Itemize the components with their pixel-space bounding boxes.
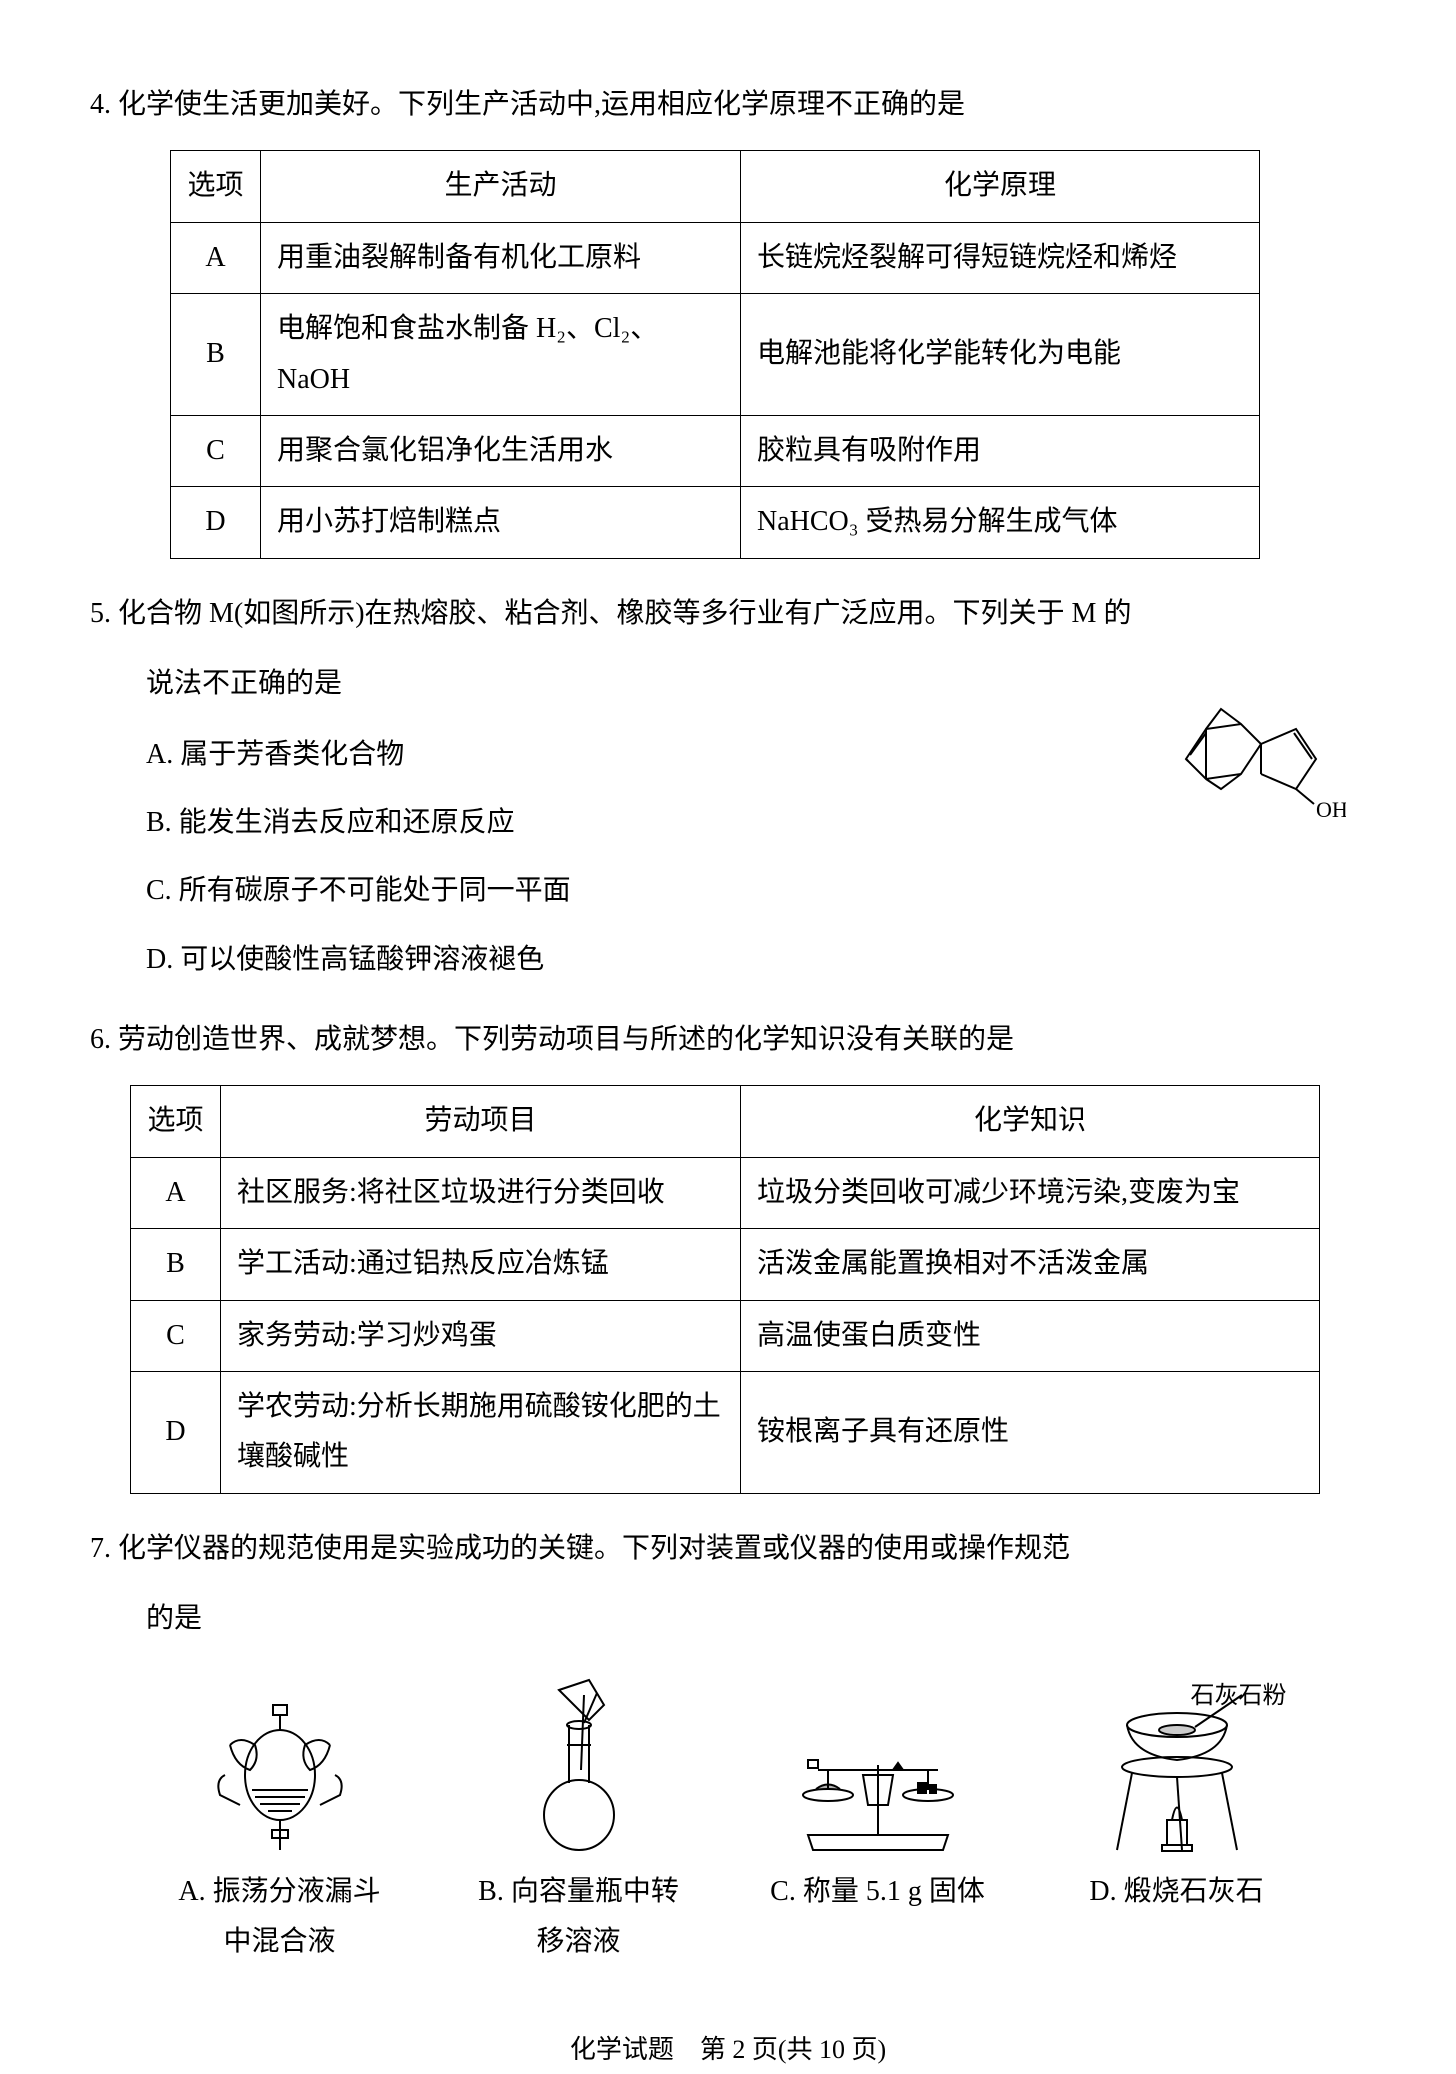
table-row: B 电解饱和食盐水制备 H₂、Cl₂、NaOH 电解池能将化学能转化为电能 bbox=[171, 294, 1260, 416]
table-row: A 社区服务:将社区垃圾进行分类回收 垃圾分类回收可减少环境污染,变废为宝 bbox=[131, 1157, 1320, 1228]
option-d: D. 可以使酸性高锰酸钾溶液褪色 bbox=[146, 935, 1366, 985]
cell-project: 家务劳动:学习炒鸡蛋 bbox=[221, 1300, 741, 1371]
cell-option: D bbox=[131, 1372, 221, 1494]
apparatus-c-label: C. 称量 5.1 g 固体 bbox=[770, 1867, 985, 1917]
q7-text2: 的是 bbox=[146, 1594, 1366, 1644]
apparatus-a: A. 振荡分液漏斗 中混合液 bbox=[140, 1675, 420, 1968]
header-knowledge: 化学知识 bbox=[741, 1086, 1320, 1157]
header-option: 选项 bbox=[171, 151, 261, 222]
q7-text: 7. 化学仪器的规范使用是实验成功的关键。下列对装置或仪器的使用或操作规范 bbox=[90, 1524, 1366, 1574]
q6-text: 6. 劳动创造世界、成就梦想。下列劳动项目与所述的化学知识没有关联的是 bbox=[90, 1015, 1366, 1065]
question-4: 4. 化学使生活更加美好。下列生产活动中,运用相应化学原理不正确的是 选项 生产… bbox=[90, 80, 1366, 559]
cell-option: C bbox=[171, 415, 261, 486]
apparatus-b-sublabel: 移溶液 bbox=[536, 1917, 620, 1967]
option-c: C. 所有碳原子不可能处于同一平面 bbox=[146, 866, 1366, 916]
question-5: 5. 化合物 M(如图所示)在热熔胶、粘合剂、橡胶等多行业有广泛应用。下列关于 … bbox=[90, 589, 1366, 985]
cell-option: B bbox=[131, 1229, 221, 1300]
cell-knowledge: 铵根离子具有还原性 bbox=[741, 1372, 1320, 1494]
page-footer: 化学试题 第 2 页(共 10 页) bbox=[90, 2027, 1366, 2074]
question-6: 6. 劳动创造世界、成就梦想。下列劳动项目与所述的化学知识没有关联的是 选项 劳… bbox=[90, 1015, 1366, 1494]
cell-project: 学工活动:通过铝热反应冶炼锰 bbox=[221, 1229, 741, 1300]
cell-activity: 用聚合氯化铝净化生活用水 bbox=[261, 415, 741, 486]
cell-option: A bbox=[131, 1157, 221, 1228]
header-activity: 生产活动 bbox=[261, 151, 741, 222]
cell-option: C bbox=[131, 1300, 221, 1371]
cell-principle: 胶粒具有吸附作用 bbox=[741, 415, 1260, 486]
q5-text: 5. 化合物 M(如图所示)在热熔胶、粘合剂、橡胶等多行业有广泛应用。下列关于 … bbox=[90, 589, 1366, 639]
cell-option: B bbox=[171, 294, 261, 416]
header-project: 劳动项目 bbox=[221, 1086, 741, 1157]
cell-principle: 长链烷烃裂解可得短链烷烃和烯烃 bbox=[741, 222, 1260, 293]
apparatus-b-label: B. 向容量瓶中转 bbox=[478, 1867, 679, 1917]
apparatus-a-sublabel: 中混合液 bbox=[223, 1917, 335, 1967]
cell-activity: 用小苏打焙制糕点 bbox=[261, 487, 741, 558]
q6-table: 选项 劳动项目 化学知识 A 社区服务:将社区垃圾进行分类回收 垃圾分类回收可减… bbox=[130, 1085, 1320, 1493]
cell-principle: 电解池能将化学能转化为电能 bbox=[741, 294, 1260, 416]
q4-text: 4. 化学使生活更加美好。下列生产活动中,运用相应化学原理不正确的是 bbox=[90, 80, 1366, 130]
header-principle: 化学原理 bbox=[741, 151, 1260, 222]
balance-scale-icon bbox=[768, 1675, 988, 1855]
separating-funnel-icon bbox=[190, 1675, 370, 1855]
table-row: B 学工活动:通过铝热反应冶炼锰 活泼金属能置换相对不活泼金属 bbox=[131, 1229, 1320, 1300]
table-header-row: 选项 生产活动 化学原理 bbox=[171, 151, 1260, 222]
apparatus-b: B. 向容量瓶中转 移溶液 bbox=[439, 1675, 719, 1968]
cell-principle: NaHCO₃ 受热易分解生成气体 bbox=[741, 487, 1260, 558]
header-option: 选项 bbox=[131, 1086, 221, 1157]
crucible-tripod-icon: 石灰石粉 bbox=[1077, 1675, 1277, 1855]
q4-table: 选项 生产活动 化学原理 A 用重油裂解制备有机化工原料 长链烷烃裂解可得短链烷… bbox=[170, 150, 1260, 558]
table-row: D 用小苏打焙制糕点 NaHCO₃ 受热易分解生成气体 bbox=[171, 487, 1260, 558]
table-row: C 用聚合氯化铝净化生活用水 胶粒具有吸附作用 bbox=[171, 415, 1260, 486]
cell-option: D bbox=[171, 487, 261, 558]
cell-project: 社区服务:将社区垃圾进行分类回收 bbox=[221, 1157, 741, 1228]
cell-knowledge: 垃圾分类回收可减少环境污染,变废为宝 bbox=[741, 1157, 1320, 1228]
table-header-row: 选项 劳动项目 化学知识 bbox=[131, 1086, 1320, 1157]
question-7: 7. 化学仪器的规范使用是实验成功的关键。下列对装置或仪器的使用或操作规范 的是 bbox=[90, 1524, 1366, 1968]
cell-knowledge: 活泼金属能置换相对不活泼金属 bbox=[741, 1229, 1320, 1300]
apparatus-row: A. 振荡分液漏斗 中混合液 bbox=[130, 1675, 1326, 1968]
cell-project: 学农劳动:分析长期施用硫酸铵化肥的土壤酸碱性 bbox=[221, 1372, 741, 1494]
cell-activity: 电解饱和食盐水制备 H₂、Cl₂、NaOH bbox=[261, 294, 741, 416]
table-row: C 家务劳动:学习炒鸡蛋 高温使蛋白质变性 bbox=[131, 1300, 1320, 1371]
table-row: D 学农劳动:分析长期施用硫酸铵化肥的土壤酸碱性 铵根离子具有还原性 bbox=[131, 1372, 1320, 1494]
volumetric-flask-icon bbox=[489, 1675, 669, 1855]
cell-option: A bbox=[171, 222, 261, 293]
table-row: A 用重油裂解制备有机化工原料 长链烷烃裂解可得短链烷烃和烯烃 bbox=[171, 222, 1260, 293]
cell-activity: 用重油裂解制备有机化工原料 bbox=[261, 222, 741, 293]
cell-knowledge: 高温使蛋白质变性 bbox=[741, 1300, 1320, 1371]
apparatus-d-label: D. 煅烧石灰石 bbox=[1089, 1867, 1263, 1917]
apparatus-a-label: A. 振荡分液漏斗 bbox=[178, 1867, 380, 1917]
apparatus-d-toplabel: 石灰石粉 bbox=[1191, 1675, 1287, 1718]
apparatus-d: 石灰石粉 bbox=[1037, 1675, 1317, 1968]
oh-label: OH bbox=[1316, 797, 1346, 822]
apparatus-c: C. 称量 5.1 g 固体 bbox=[738, 1675, 1018, 1968]
molecule-diagram: OH bbox=[1166, 689, 1346, 829]
